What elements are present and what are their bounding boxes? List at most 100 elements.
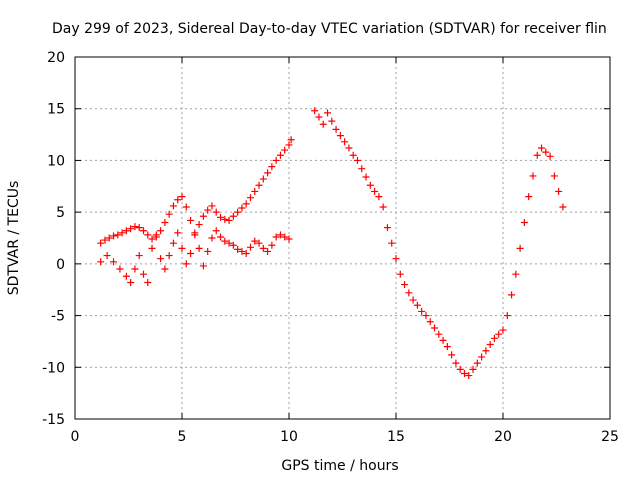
data-point <box>418 307 426 315</box>
data-point <box>409 296 417 304</box>
data-point <box>525 193 533 201</box>
data-point <box>157 255 165 263</box>
data-point <box>148 244 156 252</box>
data-point <box>204 247 212 255</box>
data-point <box>97 258 105 266</box>
data-point <box>272 156 280 164</box>
data-point <box>221 215 229 223</box>
y-tick-label: 5 <box>56 205 65 221</box>
data-point <box>116 265 124 273</box>
data-point <box>533 151 541 159</box>
data-point <box>371 187 379 195</box>
data-point <box>388 239 396 247</box>
series-2 <box>97 227 293 286</box>
data-point <box>499 326 507 334</box>
data-point <box>225 216 233 224</box>
data-point <box>486 341 494 349</box>
data-point <box>101 236 109 244</box>
data-point <box>259 175 267 183</box>
y-tick-label: 20 <box>47 50 65 66</box>
data-point <box>217 213 225 221</box>
data-point <box>157 227 165 235</box>
data-point <box>276 231 284 239</box>
data-point <box>144 278 152 286</box>
data-point <box>131 223 139 231</box>
data-point <box>174 229 182 237</box>
data-point <box>255 181 263 189</box>
data-point <box>148 235 156 243</box>
data-point <box>490 334 498 342</box>
y-tick-label: 0 <box>56 257 65 273</box>
data-point <box>559 203 567 211</box>
x-tick-label: 20 <box>494 429 512 445</box>
data-point <box>178 193 186 201</box>
data-point <box>443 343 451 351</box>
data-point <box>358 165 366 173</box>
data-point <box>281 146 289 154</box>
chart-title: Day 299 of 2023, Sidereal Day-to-day VTE… <box>52 21 607 37</box>
data-point <box>285 141 293 149</box>
data-point <box>139 270 147 278</box>
data-point <box>225 239 233 247</box>
data-points <box>97 107 567 380</box>
data-point <box>287 136 295 144</box>
data-point <box>187 250 195 258</box>
data-point <box>127 225 135 233</box>
data-point <box>238 247 246 255</box>
data-point <box>127 278 135 286</box>
data-point <box>165 252 173 260</box>
data-point <box>259 244 267 252</box>
data-point <box>482 347 490 355</box>
data-point <box>161 218 169 226</box>
data-point <box>503 312 511 320</box>
data-point <box>315 113 323 121</box>
data-point <box>238 204 246 212</box>
data-point <box>118 229 126 237</box>
y-tick-label: -5 <box>51 309 65 325</box>
data-point <box>413 301 421 309</box>
data-point <box>139 227 147 235</box>
data-point <box>169 239 177 247</box>
data-point <box>276 151 284 159</box>
y-tick-label: 15 <box>47 102 65 118</box>
x-tick-label: 15 <box>387 429 405 445</box>
data-point <box>217 233 225 241</box>
data-point <box>135 252 143 260</box>
data-point <box>520 218 528 226</box>
data-point <box>281 233 289 241</box>
data-point <box>392 255 400 263</box>
x-tick-label: 10 <box>280 429 298 445</box>
y-tick-label: -15 <box>42 412 65 428</box>
data-point <box>199 262 207 270</box>
data-point <box>555 187 563 195</box>
data-point <box>195 244 203 252</box>
data-point <box>550 172 558 180</box>
data-point <box>538 144 546 152</box>
data-point <box>328 117 336 125</box>
data-point <box>208 202 216 210</box>
data-point <box>246 194 254 202</box>
data-point <box>495 330 503 338</box>
data-point <box>272 233 280 241</box>
data-point <box>546 152 554 160</box>
data-point <box>131 265 139 273</box>
data-point <box>401 281 409 289</box>
data-point <box>285 235 293 243</box>
data-point <box>435 330 443 338</box>
data-point <box>383 224 391 232</box>
data-point <box>268 163 276 171</box>
data-point <box>246 243 254 251</box>
data-point <box>191 231 199 239</box>
data-point <box>105 234 113 242</box>
data-point <box>195 221 203 229</box>
data-point <box>199 212 207 220</box>
data-point <box>212 227 220 235</box>
data-point <box>182 260 190 268</box>
data-point <box>456 365 464 373</box>
data-point <box>405 289 413 297</box>
data-point <box>396 270 404 278</box>
data-point <box>251 187 259 195</box>
data-point <box>97 239 105 247</box>
data-point <box>174 196 182 204</box>
